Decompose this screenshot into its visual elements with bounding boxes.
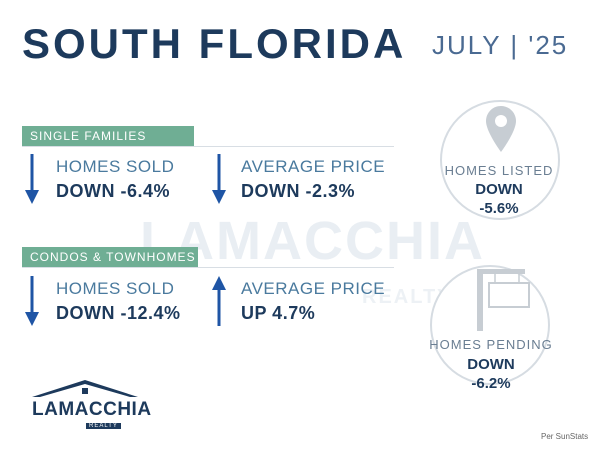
company-logo: LAMACCHIA REALTY bbox=[32, 378, 151, 434]
homes-pending-line2: -6.2% bbox=[471, 375, 511, 392]
logo-text: LAMACCHIA bbox=[32, 399, 152, 420]
source-note: Per SunStats bbox=[541, 432, 589, 441]
map-pin-icon bbox=[486, 106, 516, 152]
down-arrow-icon bbox=[25, 276, 39, 326]
homes-listed-line1: DOWN bbox=[475, 181, 523, 198]
sf-average-price-value: DOWN -2.3% bbox=[241, 181, 356, 201]
condo-homes-sold-value: DOWN -12.4% bbox=[56, 303, 181, 323]
section-condos-townhomes: CONDOS & TOWNHOMES bbox=[22, 247, 198, 267]
up-arrow-icon bbox=[212, 276, 226, 326]
condo-homes-sold-label: HOMES SOLD bbox=[56, 279, 175, 298]
report-date: JULY | '25 bbox=[432, 30, 569, 60]
logo-sub: REALTY bbox=[86, 423, 121, 429]
homes-listed-line2: -5.6% bbox=[479, 200, 519, 217]
section-divider bbox=[22, 146, 394, 147]
homes-listed-circle bbox=[440, 100, 560, 220]
condo-average-price-label: AVERAGE PRICE bbox=[241, 279, 386, 298]
condo-average-price-value: UP 4.7% bbox=[241, 303, 316, 323]
sf-average-price-label: AVERAGE PRICE bbox=[241, 157, 386, 176]
homes-pending-label: HOMES PENDING bbox=[429, 337, 553, 352]
homes-listed-label: HOMES LISTED bbox=[444, 163, 554, 178]
page-title: SOUTH FLORIDA bbox=[22, 20, 407, 67]
down-arrow-icon bbox=[25, 154, 39, 204]
sign-post-icon bbox=[477, 269, 530, 331]
section-single-families: SINGLE FAMILIES bbox=[22, 126, 194, 146]
down-arrow-icon bbox=[212, 154, 226, 204]
homes-pending-line1: DOWN bbox=[467, 356, 515, 373]
sf-homes-sold-value: DOWN -6.4% bbox=[56, 181, 171, 201]
section-divider bbox=[22, 267, 394, 268]
sf-homes-sold-label: HOMES SOLD bbox=[56, 157, 175, 176]
house-roof-icon bbox=[32, 380, 138, 397]
